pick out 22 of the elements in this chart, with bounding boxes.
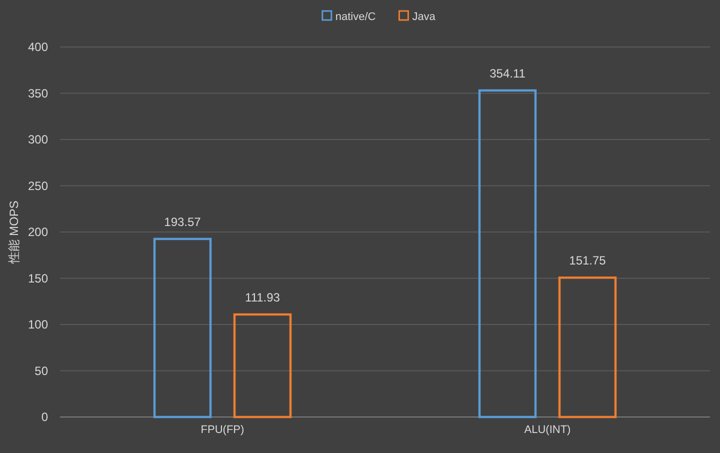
legend-label: native/C: [335, 11, 376, 23]
data-label: 354.11: [490, 66, 526, 80]
y-tick-label: 200: [28, 225, 48, 239]
x-tick-label: ALU(INT): [524, 424, 571, 436]
y-tick-label: 300: [28, 132, 48, 146]
y-tick-label: 0: [41, 410, 48, 424]
legend-label: Java: [412, 11, 436, 23]
data-label: 193.57: [164, 214, 202, 229]
data-label: 151.75: [569, 254, 606, 268]
y-tick-label: 350: [28, 86, 48, 100]
bar: [233, 313, 292, 418]
y-tick-label: 250: [28, 178, 48, 193]
data-label: 111.93: [245, 290, 280, 304]
bar: [558, 276, 617, 418]
y-tick-label: 150: [28, 271, 48, 286]
y-tick-label: 50: [34, 364, 48, 378]
y-axis-title: 性能 MOPS: [7, 200, 21, 264]
y-tick-label: 400: [28, 40, 48, 54]
y-tick-label: 100: [28, 318, 48, 332]
x-tick-label: FPU(FP): [200, 424, 244, 436]
bar: [478, 89, 537, 418]
bar: [153, 238, 212, 418]
